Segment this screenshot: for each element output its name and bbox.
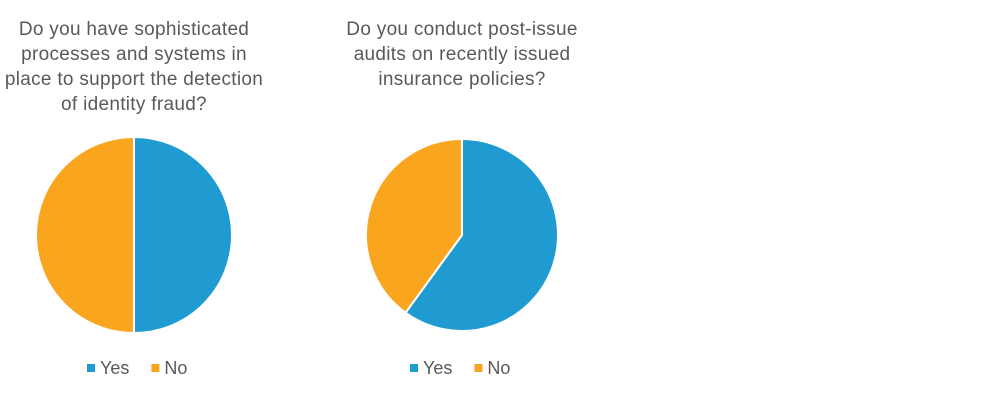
pie-slice — [133, 135, 233, 335]
legend-swatch — [410, 364, 418, 372]
chart-title: Do you have sophisticated processes and … — [4, 19, 264, 115]
legend-label: No — [164, 358, 187, 378]
legend-label: Yes — [100, 358, 129, 378]
pie-slice — [365, 137, 463, 315]
pie-slice — [404, 137, 559, 332]
pie-slice — [35, 135, 135, 335]
legend-label: Yes — [423, 358, 452, 378]
legend-swatch — [151, 364, 160, 372]
legend-label: No — [487, 358, 510, 378]
legend-swatch — [87, 364, 95, 372]
chart-title: Do you conduct post-issue audits on rece… — [346, 19, 578, 90]
legend-swatch — [474, 364, 483, 372]
